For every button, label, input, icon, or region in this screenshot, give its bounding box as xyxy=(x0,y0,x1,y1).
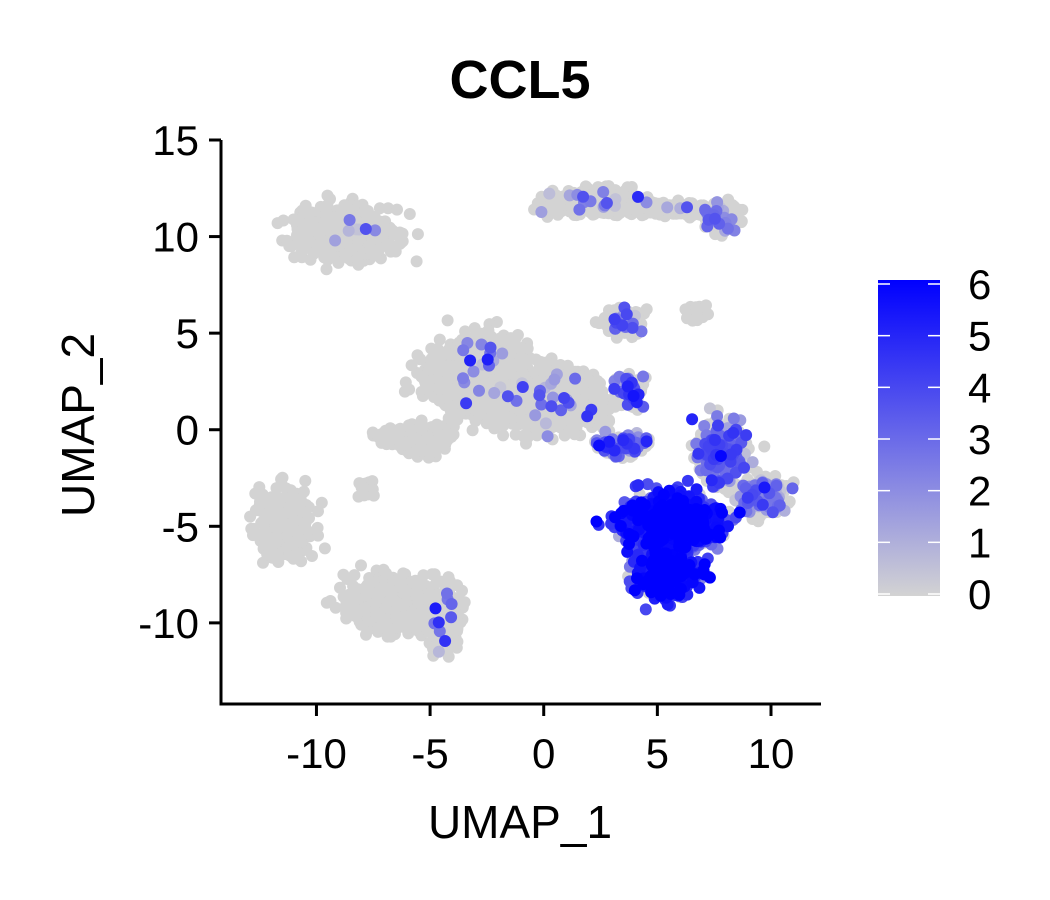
chart-title: CCL5 xyxy=(449,50,590,110)
cell-point xyxy=(433,333,446,346)
cell-point xyxy=(382,202,395,215)
cell-point xyxy=(360,208,373,221)
cell-point xyxy=(287,213,300,226)
cell-point xyxy=(244,510,257,523)
cell-point xyxy=(285,240,298,253)
cell-point xyxy=(618,203,631,216)
cell-point xyxy=(630,205,643,218)
cell-point xyxy=(499,412,512,425)
cell-point xyxy=(603,415,616,428)
cell-point xyxy=(313,228,326,241)
scatter-points xyxy=(244,180,800,663)
cell-point xyxy=(439,364,451,376)
cell-point xyxy=(501,334,514,346)
cell-point xyxy=(255,517,268,530)
cell-point xyxy=(276,479,289,492)
cell-point xyxy=(586,388,599,401)
cell-point xyxy=(318,542,331,555)
cell-point xyxy=(405,359,418,372)
cell-point xyxy=(330,221,343,234)
cell-point xyxy=(568,428,581,441)
cell-point xyxy=(530,422,543,435)
cell-point xyxy=(414,353,427,366)
cell-point xyxy=(369,214,382,227)
cell-point xyxy=(324,250,337,263)
cell-point xyxy=(558,429,571,442)
cell-point xyxy=(410,255,423,268)
cell-point xyxy=(583,375,596,387)
cell-point xyxy=(549,202,562,215)
cell-point xyxy=(314,242,327,255)
cell-point xyxy=(320,263,333,276)
cell-point xyxy=(421,431,434,444)
cell-point xyxy=(640,303,653,316)
cell-point xyxy=(352,258,365,271)
cell-point xyxy=(411,228,424,241)
cell-point xyxy=(287,537,300,550)
cell-point xyxy=(315,496,328,509)
cell-point xyxy=(441,314,454,327)
cell-point xyxy=(299,199,312,212)
cell-point xyxy=(497,429,510,442)
cell-point xyxy=(403,383,416,396)
cell-point xyxy=(415,414,428,427)
cell-point xyxy=(428,355,441,368)
cell-point xyxy=(429,343,442,356)
cell-point xyxy=(284,507,296,519)
cell-point xyxy=(312,529,324,542)
cell-point xyxy=(516,366,529,379)
cell-point xyxy=(700,299,712,312)
cell-point xyxy=(290,549,303,562)
cell-point xyxy=(569,409,582,422)
cell-point xyxy=(295,246,308,258)
cell-point xyxy=(494,366,507,379)
cell-point xyxy=(393,427,406,440)
cell-point xyxy=(459,325,472,338)
cell-point xyxy=(391,203,403,216)
cell-point xyxy=(253,481,266,494)
cell-point xyxy=(345,243,358,256)
cell-point xyxy=(291,229,303,242)
cell-point xyxy=(366,426,379,439)
cell-point xyxy=(446,348,459,361)
cell-point xyxy=(403,208,416,220)
cell-point xyxy=(399,439,412,451)
cell-point xyxy=(297,485,310,498)
cell-point xyxy=(480,402,493,414)
cell-point xyxy=(421,383,434,396)
cell-point xyxy=(454,406,467,419)
cell-point xyxy=(731,204,744,217)
cell-point xyxy=(488,422,501,435)
cell-point xyxy=(303,233,316,246)
cell-point xyxy=(352,234,365,247)
cell-point xyxy=(441,427,454,440)
cell-point xyxy=(466,424,479,437)
cell-point xyxy=(503,362,516,375)
cell-point xyxy=(306,550,318,562)
cell-point xyxy=(535,356,547,368)
cell-point xyxy=(368,246,380,259)
cell-point xyxy=(357,482,370,495)
cell-point xyxy=(430,418,443,431)
cell-point xyxy=(433,394,446,407)
cell-point xyxy=(299,474,312,487)
cell-point xyxy=(277,214,290,227)
cell-point xyxy=(320,211,333,224)
cell-point xyxy=(516,342,529,355)
